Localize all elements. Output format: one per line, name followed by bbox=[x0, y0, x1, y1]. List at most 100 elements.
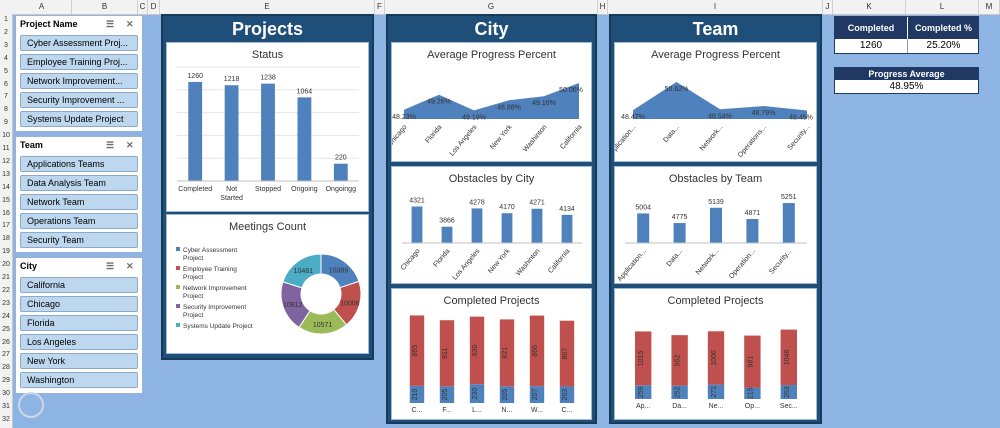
slicer-item[interactable]: Network Team bbox=[20, 194, 138, 210]
row-header[interactable]: 3 bbox=[4, 41, 8, 49]
row-header[interactable]: 17 bbox=[2, 222, 10, 230]
row-header[interactable]: 23 bbox=[2, 299, 10, 307]
row-header[interactable]: 25 bbox=[2, 325, 10, 333]
column-header[interactable]: C bbox=[138, 0, 148, 14]
row-header[interactable]: 24 bbox=[2, 312, 10, 320]
stacked-bar-segment bbox=[409, 315, 425, 386]
clear-filter-icon[interactable]: ✕ bbox=[126, 261, 134, 271]
column-header[interactable]: G bbox=[385, 0, 598, 14]
data-label: 207 bbox=[532, 389, 539, 401]
status-chart[interactable]: Status 1260 Completed 1218 Not Started 1238 St… bbox=[166, 42, 369, 212]
row-header[interactable]: 29 bbox=[2, 377, 10, 385]
row-header[interactable]: 31 bbox=[2, 403, 10, 410]
slicer-item[interactable]: Employee Training Proj... bbox=[20, 54, 138, 70]
slicer-item[interactable]: Florida bbox=[20, 315, 138, 331]
row-header[interactable]: 10 bbox=[2, 132, 10, 140]
slicer-item[interactable]: Security Improvement ... bbox=[20, 92, 138, 108]
city-obstacles-chart[interactable]: Obstacles by City 4321 Chicago 3866 Florida… bbox=[391, 166, 592, 284]
row-header[interactable]: 27 bbox=[2, 351, 10, 359]
column-header[interactable]: I bbox=[608, 0, 823, 14]
slicer-team[interactable]: Team ☰ ✕ Applications Teams Data Analysis… bbox=[15, 136, 143, 253]
row-header[interactable]: 9 bbox=[4, 119, 8, 127]
city-completed-chart[interactable]: Completed Projects 210 865 C... 205 811 F... 2… bbox=[391, 288, 592, 420]
bar bbox=[637, 213, 650, 243]
team-progress-chart[interactable]: Average Progress Percent 48.47% Applicati… bbox=[614, 42, 817, 162]
row-header[interactable]: 18 bbox=[2, 235, 10, 243]
data-label: 48.88% bbox=[497, 104, 521, 111]
slicer-item[interactable]: New York bbox=[20, 353, 138, 369]
slicer-title: City bbox=[20, 261, 38, 271]
column-header[interactable]: L bbox=[906, 0, 979, 14]
data-label: 50.06% bbox=[559, 87, 583, 94]
row-header[interactable]: 14 bbox=[2, 183, 10, 191]
row-header[interactable]: 15 bbox=[2, 196, 10, 204]
row-header[interactable]: 7 bbox=[4, 93, 8, 101]
slicer-item[interactable]: Data Analysis Team bbox=[20, 175, 138, 191]
row-header[interactable]: 11 bbox=[2, 145, 10, 152]
column-header[interactable]: M bbox=[979, 0, 1000, 14]
data-label: 821 bbox=[502, 347, 509, 359]
slicer-item[interactable]: Security Team bbox=[20, 232, 138, 248]
stacked-bar-segment bbox=[635, 331, 652, 386]
row-header[interactable]: 8 bbox=[4, 106, 8, 114]
completed-pct-value[interactable]: 25.20% bbox=[907, 39, 979, 53]
chart-title: Meetings Count bbox=[228, 221, 307, 233]
row-header[interactable]: 4 bbox=[4, 54, 8, 62]
clear-filter-icon[interactable]: ✕ bbox=[126, 140, 134, 150]
slicer-city[interactable]: City ☰ ✕ California Chicago Florida Los Ang… bbox=[15, 257, 143, 394]
slicer-item[interactable]: Washington bbox=[20, 372, 138, 388]
row-header[interactable]: 22 bbox=[2, 286, 10, 294]
team-obstacles-chart[interactable]: Obstacles by Team 5004 Application... 4775… bbox=[614, 166, 817, 284]
column-header[interactable]: F bbox=[375, 0, 385, 14]
slicer-project-name[interactable]: Project Name ☰ ✕ Cyber Assessment Proj..… bbox=[15, 15, 143, 132]
row-header[interactable]: 5 bbox=[4, 67, 8, 75]
slicer-item[interactable]: Systems Update Project bbox=[20, 111, 138, 127]
row-header[interactable]: 16 bbox=[2, 209, 10, 217]
row-header[interactable]: 28 bbox=[2, 364, 10, 372]
slicer-item[interactable]: California bbox=[20, 277, 138, 293]
bar bbox=[261, 83, 275, 181]
chart-title: Completed Projects bbox=[667, 295, 764, 307]
column-header[interactable]: E bbox=[160, 0, 375, 14]
column-header[interactable]: J bbox=[823, 0, 833, 14]
row-header[interactable]: 12 bbox=[2, 157, 10, 165]
slicer-item[interactable]: Applications Teams bbox=[20, 156, 138, 172]
meetings-chart[interactable]: Meetings Count 10389 10006 10571 10812 10481… bbox=[166, 214, 369, 354]
row-header[interactable]: 20 bbox=[2, 261, 10, 269]
data-label: 271 bbox=[711, 386, 718, 398]
row-header[interactable]: 13 bbox=[2, 170, 10, 178]
row-header[interactable]: 26 bbox=[2, 338, 10, 346]
row-header[interactable]: 1 bbox=[4, 16, 8, 23]
team-completed-stacked-chart: 259 1015 Ap... 252 952 Da... 271 1006 Ne... 215 98… bbox=[635, 329, 798, 410]
team-completed-chart[interactable]: Completed Projects 259 1015 Ap... 252 952 Da.… bbox=[614, 288, 817, 420]
category-label: Security... bbox=[768, 248, 793, 276]
multi-select-icon[interactable]: ☰ bbox=[106, 140, 115, 150]
city-completed-stacked-chart: 210 865 C... 205 811 F... 230 830 L... 205 821 N...… bbox=[409, 315, 575, 414]
column-header[interactable]: K bbox=[833, 0, 906, 14]
slicer-item[interactable]: Operations Team bbox=[20, 213, 138, 229]
row-header[interactable]: 30 bbox=[2, 390, 10, 398]
category-label: Sec... bbox=[780, 403, 798, 410]
legend-entry: Project bbox=[183, 255, 203, 262]
column-header[interactable]: A bbox=[12, 0, 72, 14]
slicer-item[interactable]: Cyber Assessment Proj... bbox=[20, 35, 138, 51]
multi-select-icon[interactable]: ☰ bbox=[106, 261, 115, 271]
row-header[interactable]: 6 bbox=[4, 80, 8, 88]
row-header[interactable]: 32 bbox=[2, 415, 10, 423]
progress-average-value[interactable]: 48.95% bbox=[889, 81, 924, 92]
row-header[interactable]: 19 bbox=[2, 248, 10, 256]
clear-filter-icon[interactable]: ✕ bbox=[126, 19, 134, 29]
slicer-item[interactable]: Chicago bbox=[20, 296, 138, 312]
multi-select-icon[interactable]: ☰ bbox=[106, 19, 115, 29]
row-header[interactable]: 21 bbox=[2, 274, 10, 281]
column-header[interactable]: D bbox=[148, 0, 160, 14]
category-label: California bbox=[559, 124, 583, 151]
row-header[interactable]: 2 bbox=[4, 28, 8, 36]
slicer-item[interactable]: Network Improvement... bbox=[20, 73, 138, 89]
column-header[interactable]: H bbox=[598, 0, 608, 14]
completed-value[interactable]: 1260 bbox=[859, 40, 883, 51]
city-progress-chart[interactable]: Average Progress Percent 48.23% Chicago 49… bbox=[391, 42, 592, 162]
slicer-item[interactable]: Los Angeles bbox=[20, 334, 138, 350]
area-series bbox=[633, 82, 807, 119]
column-header[interactable]: B bbox=[72, 0, 138, 14]
